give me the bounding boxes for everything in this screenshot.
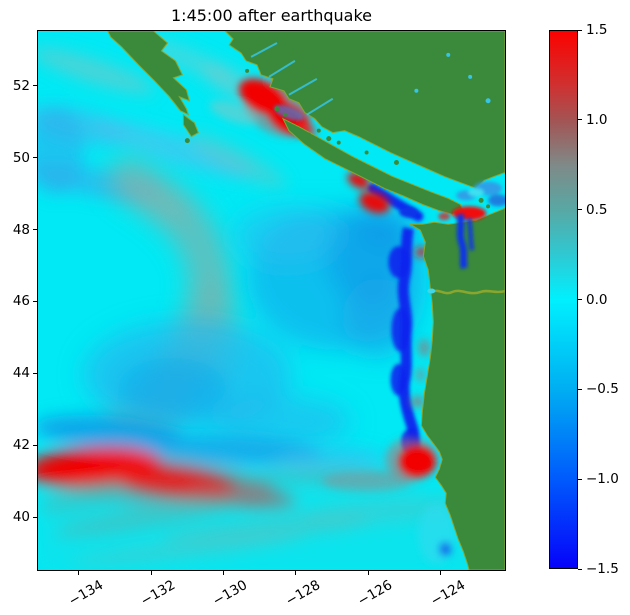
colorbar-tick-label: 1.5	[586, 22, 608, 38]
inland-waters	[250, 42, 505, 295]
y-tick-label: 46	[12, 293, 30, 310]
x-tick-label: −134	[65, 577, 106, 610]
x-tick-label: −126	[355, 577, 396, 610]
x-tick-label: −124	[427, 577, 468, 610]
columbia-estuary	[427, 288, 436, 294]
bc-lakes	[414, 52, 491, 104]
x-tick-mark	[295, 571, 297, 575]
x-tick-label: −128	[282, 577, 323, 610]
y-tick-mark	[33, 372, 37, 374]
colorbar-tick-mark	[578, 29, 582, 31]
small-islands	[184, 68, 491, 209]
columbia-river	[429, 289, 505, 295]
land	[107, 31, 505, 570]
y-tick-mark	[33, 516, 37, 518]
y-tick-mark	[33, 229, 37, 230]
colorbar-tick-label: 0.5	[586, 201, 608, 218]
colorbar-tick-mark	[578, 119, 582, 121]
colorbar-tick-mark	[578, 209, 582, 211]
plot-title: 1:45:00 after earthquake	[171, 6, 372, 25]
puget-sound-channels	[456, 213, 475, 269]
colorbar-tick-mark	[578, 568, 582, 570]
georgia-strait-water	[456, 181, 505, 207]
cape-red-patch	[398, 445, 437, 478]
map-axes	[37, 30, 506, 571]
colorbar-tick-label: 1.0	[586, 111, 608, 128]
x-tick-mark	[223, 571, 224, 575]
bc-fjords	[250, 42, 334, 116]
colorbar-tick-label: −0.5	[586, 381, 619, 398]
y-tick-label: 52	[12, 77, 30, 94]
y-tick-label: 40	[12, 509, 30, 526]
colorbar-tick-label: 0.0	[586, 291, 608, 308]
y-tick-mark	[33, 444, 37, 446]
x-tick-mark	[150, 571, 152, 575]
colorbar-tick-mark	[578, 388, 582, 390]
colorbar	[549, 30, 578, 569]
y-tick-label: 48	[12, 221, 30, 238]
x-tick-mark	[367, 571, 369, 575]
y-tick-mark	[33, 85, 37, 87]
tsunami-map	[38, 31, 505, 570]
x-tick-label: −130	[210, 577, 251, 610]
y-tick-mark	[33, 300, 37, 302]
offshore-trough	[82, 205, 427, 448]
y-tick-label: 42	[12, 437, 30, 454]
colorbar-tick-label: −1.0	[586, 471, 619, 488]
x-tick-mark	[78, 571, 80, 575]
land-us-mainland	[408, 207, 505, 570]
colorbar-tick-mark	[578, 299, 582, 300]
colorbar-tick-label: −1.5	[586, 561, 619, 577]
x-tick-label: −132	[137, 577, 179, 610]
colorbar-tick-mark	[578, 478, 582, 480]
x-tick-mark	[440, 571, 442, 575]
y-tick-label: 44	[12, 365, 30, 382]
y-tick-label: 50	[12, 149, 30, 166]
y-tick-mark	[33, 157, 37, 159]
land-haida-gwaii	[107, 31, 191, 116]
leading-wave-red-band	[38, 414, 505, 570]
